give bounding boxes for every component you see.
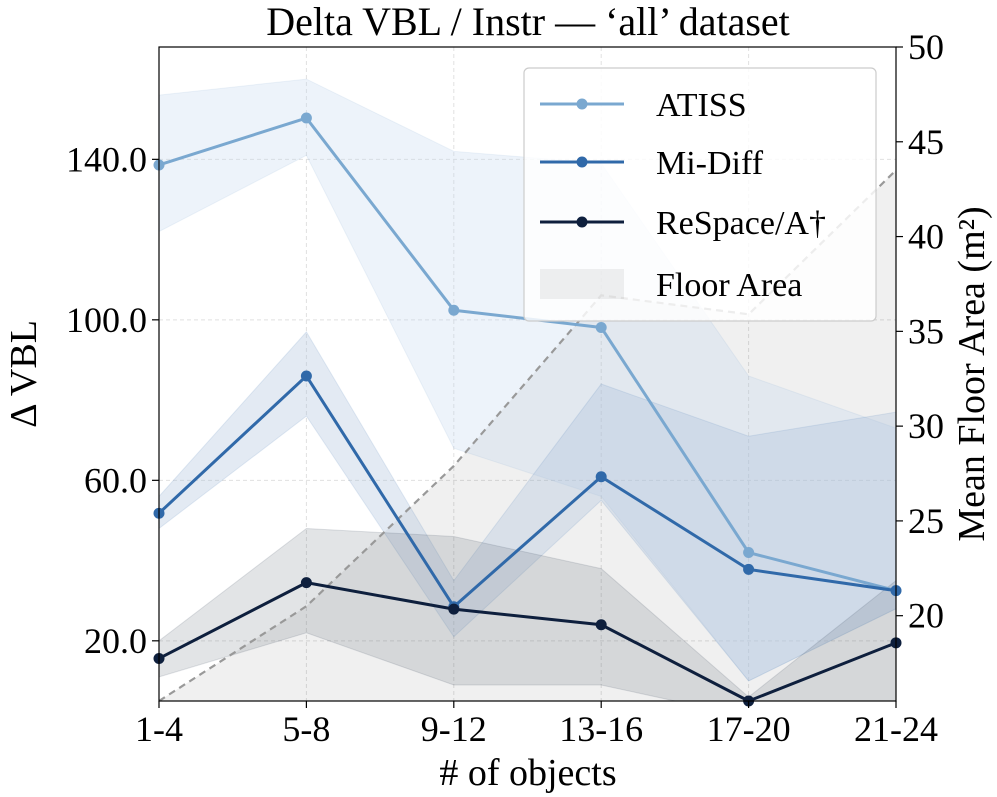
x-tick-label: 1-4	[135, 709, 183, 749]
series-1-point-3	[595, 471, 607, 483]
legend-swatch-floor-area	[540, 269, 624, 299]
plot-frame	[158, 46, 897, 702]
y-axis-label: Δ VBL	[3, 320, 45, 428]
legend-label-1: Mi-Diff	[656, 145, 764, 182]
x-tick-label: 13-16	[559, 709, 643, 749]
x-tick-label: 17-20	[707, 709, 791, 749]
floor-area-dashed-line	[159, 169, 896, 701]
series-line-2	[158, 581, 897, 703]
legend-marker-1	[576, 156, 588, 168]
y2-tick-label: 30	[908, 406, 944, 446]
series-1-point-4	[743, 563, 755, 575]
floor-area-region	[159, 170, 896, 701]
series-0-point-3	[595, 321, 607, 333]
y2-tick-label: 45	[908, 122, 944, 162]
x-tick-label: 21-24	[854, 709, 938, 749]
y2-axis-label: Mean Floor Area (m²)	[951, 206, 993, 541]
chart-title: Delta VBL / Instr — ‘all’ dataset	[266, 0, 790, 44]
legend-label-0: ATISS	[656, 87, 747, 124]
y-tick-label: 140.0	[66, 139, 147, 179]
legend-frame	[523, 67, 877, 322]
series-1-point-1	[300, 370, 312, 382]
axis-ticks: 1-4 5-8 9-12 13-16 17-20 21-24 20.0 60.0 100.0 14…	[66, 27, 944, 749]
series-2-point-1	[300, 577, 312, 589]
x-tick-label: 5-8	[282, 709, 330, 749]
floor-area-line	[159, 169, 896, 701]
band-2	[159, 527, 896, 701]
series-0-point-4	[743, 547, 755, 559]
y-tick-label: 100.0	[66, 300, 147, 340]
y2-tick-label: 40	[908, 217, 944, 257]
band-1	[159, 331, 896, 682]
series-0-point-2	[448, 304, 460, 316]
y2-tick-label: 35	[908, 311, 944, 351]
legend-marker-0	[576, 98, 588, 110]
x-axis-label: # of objects	[439, 752, 616, 794]
series-2-point-2	[448, 603, 460, 615]
legend-marker-2	[576, 216, 588, 228]
y2-tick-label: 50	[908, 27, 944, 67]
floor-area-fill	[159, 170, 896, 701]
x-tick-label: 9-12	[421, 709, 487, 749]
series-2-point-3	[595, 619, 607, 631]
legend-label-floor-area: Floor Area	[656, 267, 802, 304]
y2-tick-label: 25	[908, 501, 944, 541]
y-tick-label: 20.0	[84, 621, 147, 661]
y-tick-label: 60.0	[84, 460, 147, 500]
legend-label-2: ReSpace/A†	[656, 205, 826, 242]
series-line-1	[157, 374, 897, 609]
y2-tick-label: 20	[908, 596, 944, 636]
legend: ATISS Mi-Diff ReSpace/A† Floor Area	[523, 67, 877, 322]
confidence-bands	[159, 78, 896, 701]
band-0	[159, 78, 896, 682]
series-0-point-1	[300, 112, 312, 124]
